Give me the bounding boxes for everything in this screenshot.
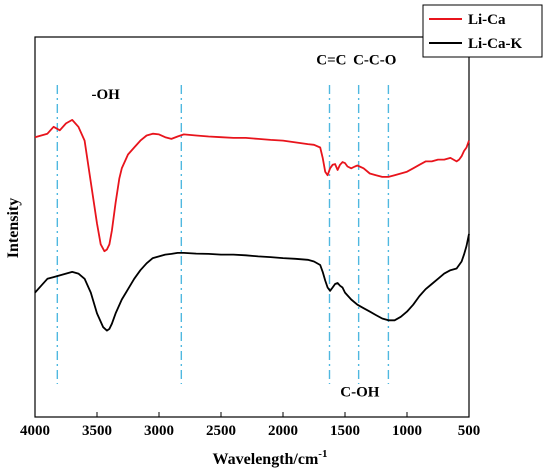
legend-label-li-ca: Li-Ca xyxy=(468,12,506,28)
x-tick-label-3500: 3500 xyxy=(82,423,112,439)
x-axis-label-superscript: -1 xyxy=(318,448,327,460)
legend-label-li-ca-k: Li-Ca-K xyxy=(468,36,522,52)
annotation-c-oh: C-OH xyxy=(340,384,379,400)
legend-box xyxy=(422,4,543,58)
x-tick-label-3000: 3000 xyxy=(144,423,174,439)
annotation-c-c-o: C-C-O xyxy=(353,53,396,69)
y-axis-label: Intensity xyxy=(5,198,22,258)
annotation-oh: -OH xyxy=(92,87,121,103)
series-line-li-ca xyxy=(34,119,470,253)
x-axis-label: Wavelength/cm-1 xyxy=(213,448,328,468)
x-tick-label-2500: 2500 xyxy=(206,423,236,439)
annotations: -OH C=C C-C-O C-OH xyxy=(92,53,397,401)
x-tick-label-1500: 1500 xyxy=(330,423,360,439)
x-axis-ticks: 4000 3500 3000 2500 2000 1500 1000 500 xyxy=(20,412,480,439)
x-axis-label-text: Wavelength/cm xyxy=(213,451,319,468)
x-tick-label-2000: 2000 xyxy=(268,423,298,439)
x-tick-label-500: 500 xyxy=(458,423,481,439)
series-line-li-ca-k xyxy=(34,233,470,332)
x-tick-label-1000: 1000 xyxy=(392,423,422,439)
series-layer xyxy=(34,119,470,332)
plot-area-frame xyxy=(34,36,470,418)
legend: Li-Ca Li-Ca-K xyxy=(422,4,543,58)
annotation-c-c: C=C xyxy=(316,53,346,69)
x-tick-label-4000: 4000 xyxy=(20,423,50,439)
reference-lines xyxy=(56,85,390,384)
